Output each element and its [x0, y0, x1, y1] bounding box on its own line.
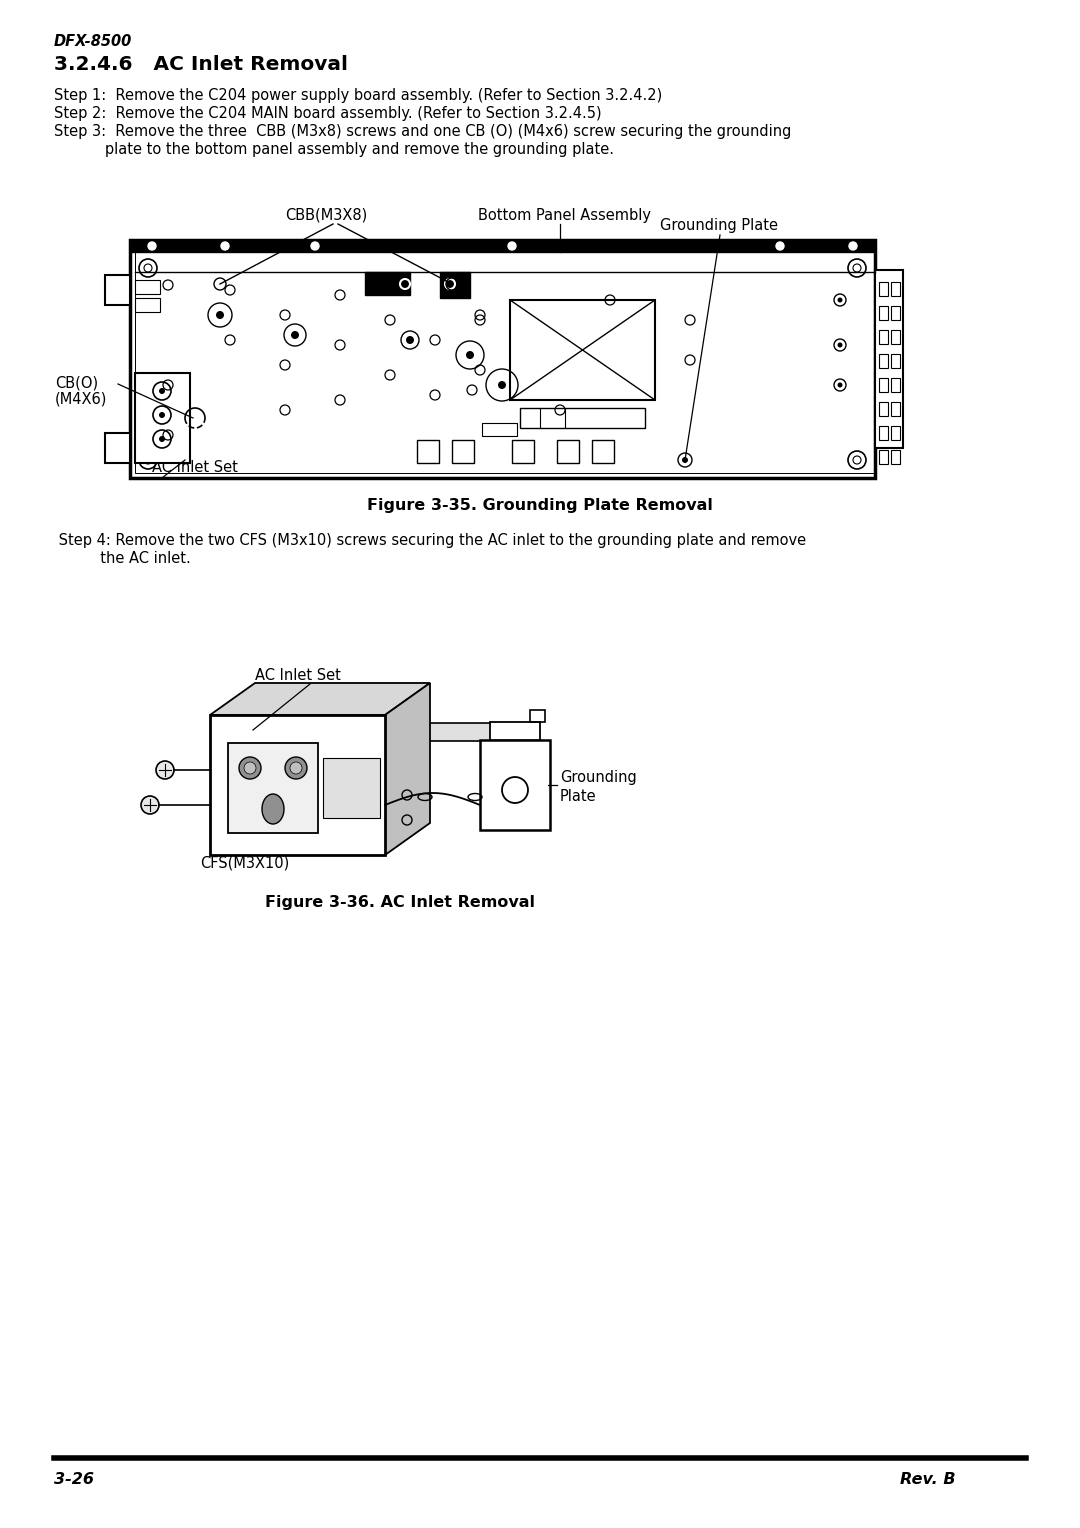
- Circle shape: [148, 241, 156, 251]
- Circle shape: [239, 756, 261, 779]
- Polygon shape: [210, 715, 384, 856]
- Circle shape: [159, 413, 165, 419]
- Text: Grounding Plate: Grounding Plate: [660, 219, 778, 232]
- Circle shape: [849, 241, 858, 251]
- Polygon shape: [440, 272, 470, 298]
- Text: the AC inlet.: the AC inlet.: [54, 552, 191, 565]
- Circle shape: [837, 382, 842, 388]
- Text: Figure 3-35. Grounding Plate Removal: Figure 3-35. Grounding Plate Removal: [367, 498, 713, 513]
- Circle shape: [311, 241, 319, 251]
- Text: Rev. B: Rev. B: [900, 1471, 956, 1487]
- Circle shape: [837, 298, 842, 303]
- Circle shape: [244, 762, 256, 775]
- Polygon shape: [480, 740, 550, 830]
- Circle shape: [159, 388, 165, 394]
- Text: AC Inlet Set: AC Inlet Set: [255, 668, 341, 683]
- Polygon shape: [228, 743, 318, 833]
- Text: Grounding
Plate: Grounding Plate: [561, 770, 637, 804]
- Circle shape: [498, 380, 507, 390]
- Circle shape: [221, 241, 229, 251]
- Polygon shape: [323, 758, 380, 817]
- Circle shape: [285, 756, 307, 779]
- Text: Step 3:  Remove the three  CBB (M3x8) screws and one CB (O) (M4x6) screw securin: Step 3: Remove the three CBB (M3x8) scre…: [54, 124, 792, 139]
- Polygon shape: [135, 373, 190, 463]
- Text: CFS(M3X10): CFS(M3X10): [200, 856, 289, 869]
- Text: (M4X6): (M4X6): [55, 393, 107, 406]
- Polygon shape: [365, 272, 410, 295]
- Text: CB(O): CB(O): [55, 374, 98, 390]
- Circle shape: [465, 351, 474, 359]
- Polygon shape: [130, 240, 875, 252]
- Polygon shape: [510, 299, 654, 400]
- Circle shape: [159, 435, 165, 442]
- Circle shape: [156, 761, 174, 779]
- Polygon shape: [105, 432, 130, 463]
- Text: Figure 3-36. AC Inlet Removal: Figure 3-36. AC Inlet Removal: [265, 895, 535, 911]
- Circle shape: [777, 241, 784, 251]
- Polygon shape: [105, 275, 130, 306]
- Text: plate to the bottom panel assembly and remove the grounding plate.: plate to the bottom panel assembly and r…: [54, 142, 615, 157]
- Circle shape: [291, 332, 299, 339]
- Polygon shape: [384, 683, 430, 856]
- Polygon shape: [875, 270, 903, 448]
- Polygon shape: [270, 723, 515, 741]
- Polygon shape: [130, 240, 875, 478]
- Circle shape: [508, 241, 516, 251]
- Text: Step 1:  Remove the C204 power supply board assembly. (Refer to Section 3.2.4.2): Step 1: Remove the C204 power supply boa…: [54, 89, 662, 102]
- Circle shape: [216, 312, 224, 319]
- Text: 3.2.4.6   AC Inlet Removal: 3.2.4.6 AC Inlet Removal: [54, 55, 348, 73]
- Ellipse shape: [262, 795, 284, 824]
- Circle shape: [837, 342, 842, 347]
- Polygon shape: [490, 723, 540, 740]
- Text: AC Inlet Set: AC Inlet Set: [152, 460, 238, 475]
- Circle shape: [291, 762, 302, 775]
- Circle shape: [681, 457, 688, 463]
- Polygon shape: [210, 683, 430, 715]
- Text: Step 4: Remove the two CFS (M3x10) screws securing the AC inlet to the grounding: Step 4: Remove the two CFS (M3x10) screw…: [54, 533, 806, 549]
- Text: Bottom Panel Assembly: Bottom Panel Assembly: [478, 208, 651, 223]
- Circle shape: [406, 336, 414, 344]
- Text: CBB(M3X8): CBB(M3X8): [285, 208, 367, 223]
- Text: Step 2:  Remove the C204 MAIN board assembly. (Refer to Section 3.2.4.5): Step 2: Remove the C204 MAIN board assem…: [54, 105, 602, 121]
- Text: DFX-8500: DFX-8500: [54, 34, 132, 49]
- Circle shape: [141, 796, 159, 814]
- Text: 3-26: 3-26: [54, 1471, 94, 1487]
